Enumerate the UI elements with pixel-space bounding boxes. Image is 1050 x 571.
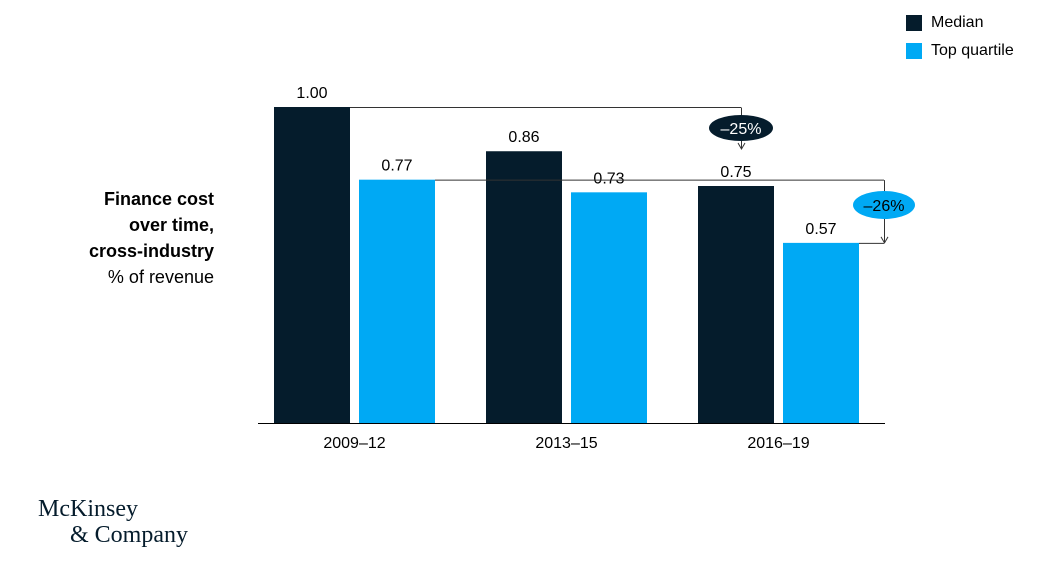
legend-item-median: Median — [906, 10, 1014, 36]
change-label-top-quartile: –26% — [864, 198, 905, 215]
mckinsey-logo: McKinsey & Company — [38, 496, 188, 548]
bar-median-0 — [274, 107, 350, 423]
legend-swatch-median — [906, 15, 922, 31]
legend-item-top-quartile: Top quartile — [906, 38, 1014, 64]
chart-title-line-3: cross-industry — [88, 241, 214, 261]
change-pill-median — [709, 115, 773, 141]
bar-top-quartile-0 — [359, 179, 435, 423]
connector-arrow-top-quartile — [880, 236, 889, 244]
data-label-median-0: 1.00 — [296, 85, 327, 102]
data-label-top-quartile-0: 0.77 — [381, 158, 412, 175]
chart-title: Finance cost over time, cross-industry %… — [0, 186, 214, 290]
chart-title-line-1: Finance cost — [103, 189, 214, 209]
logo-line-1: McKinsey — [38, 496, 138, 522]
bar-top-quartile-2 — [783, 242, 859, 423]
legend-label-median: Median — [931, 14, 984, 31]
x-tick-label-2: 2016–19 — [747, 435, 809, 452]
chart-legend: Median Top quartile — [906, 10, 1014, 66]
data-label-top-quartile-1: 0.73 — [593, 170, 624, 187]
connector-arrow-median — [737, 142, 746, 150]
legend-label-top-quartile: Top quartile — [931, 42, 1014, 59]
bar-median-2 — [698, 186, 774, 423]
chart-unit-label: % of revenue — [107, 267, 214, 287]
data-label-median-1: 0.86 — [508, 129, 539, 146]
change-label-median: –25% — [721, 121, 762, 138]
bar-top-quartile-1 — [571, 192, 647, 423]
bar-median-1 — [486, 151, 562, 424]
x-tick-label-0: 2009–12 — [323, 435, 385, 452]
chart-title-line-2: over time, — [128, 215, 214, 235]
logo-line-2: & Company — [70, 522, 188, 548]
legend-swatch-top-quartile — [906, 43, 922, 59]
x-tick-label-1: 2013–15 — [535, 435, 597, 452]
data-label-top-quartile-2: 0.57 — [805, 221, 836, 238]
change-pill-top-quartile — [853, 191, 915, 219]
data-label-median-2: 0.75 — [720, 164, 751, 181]
